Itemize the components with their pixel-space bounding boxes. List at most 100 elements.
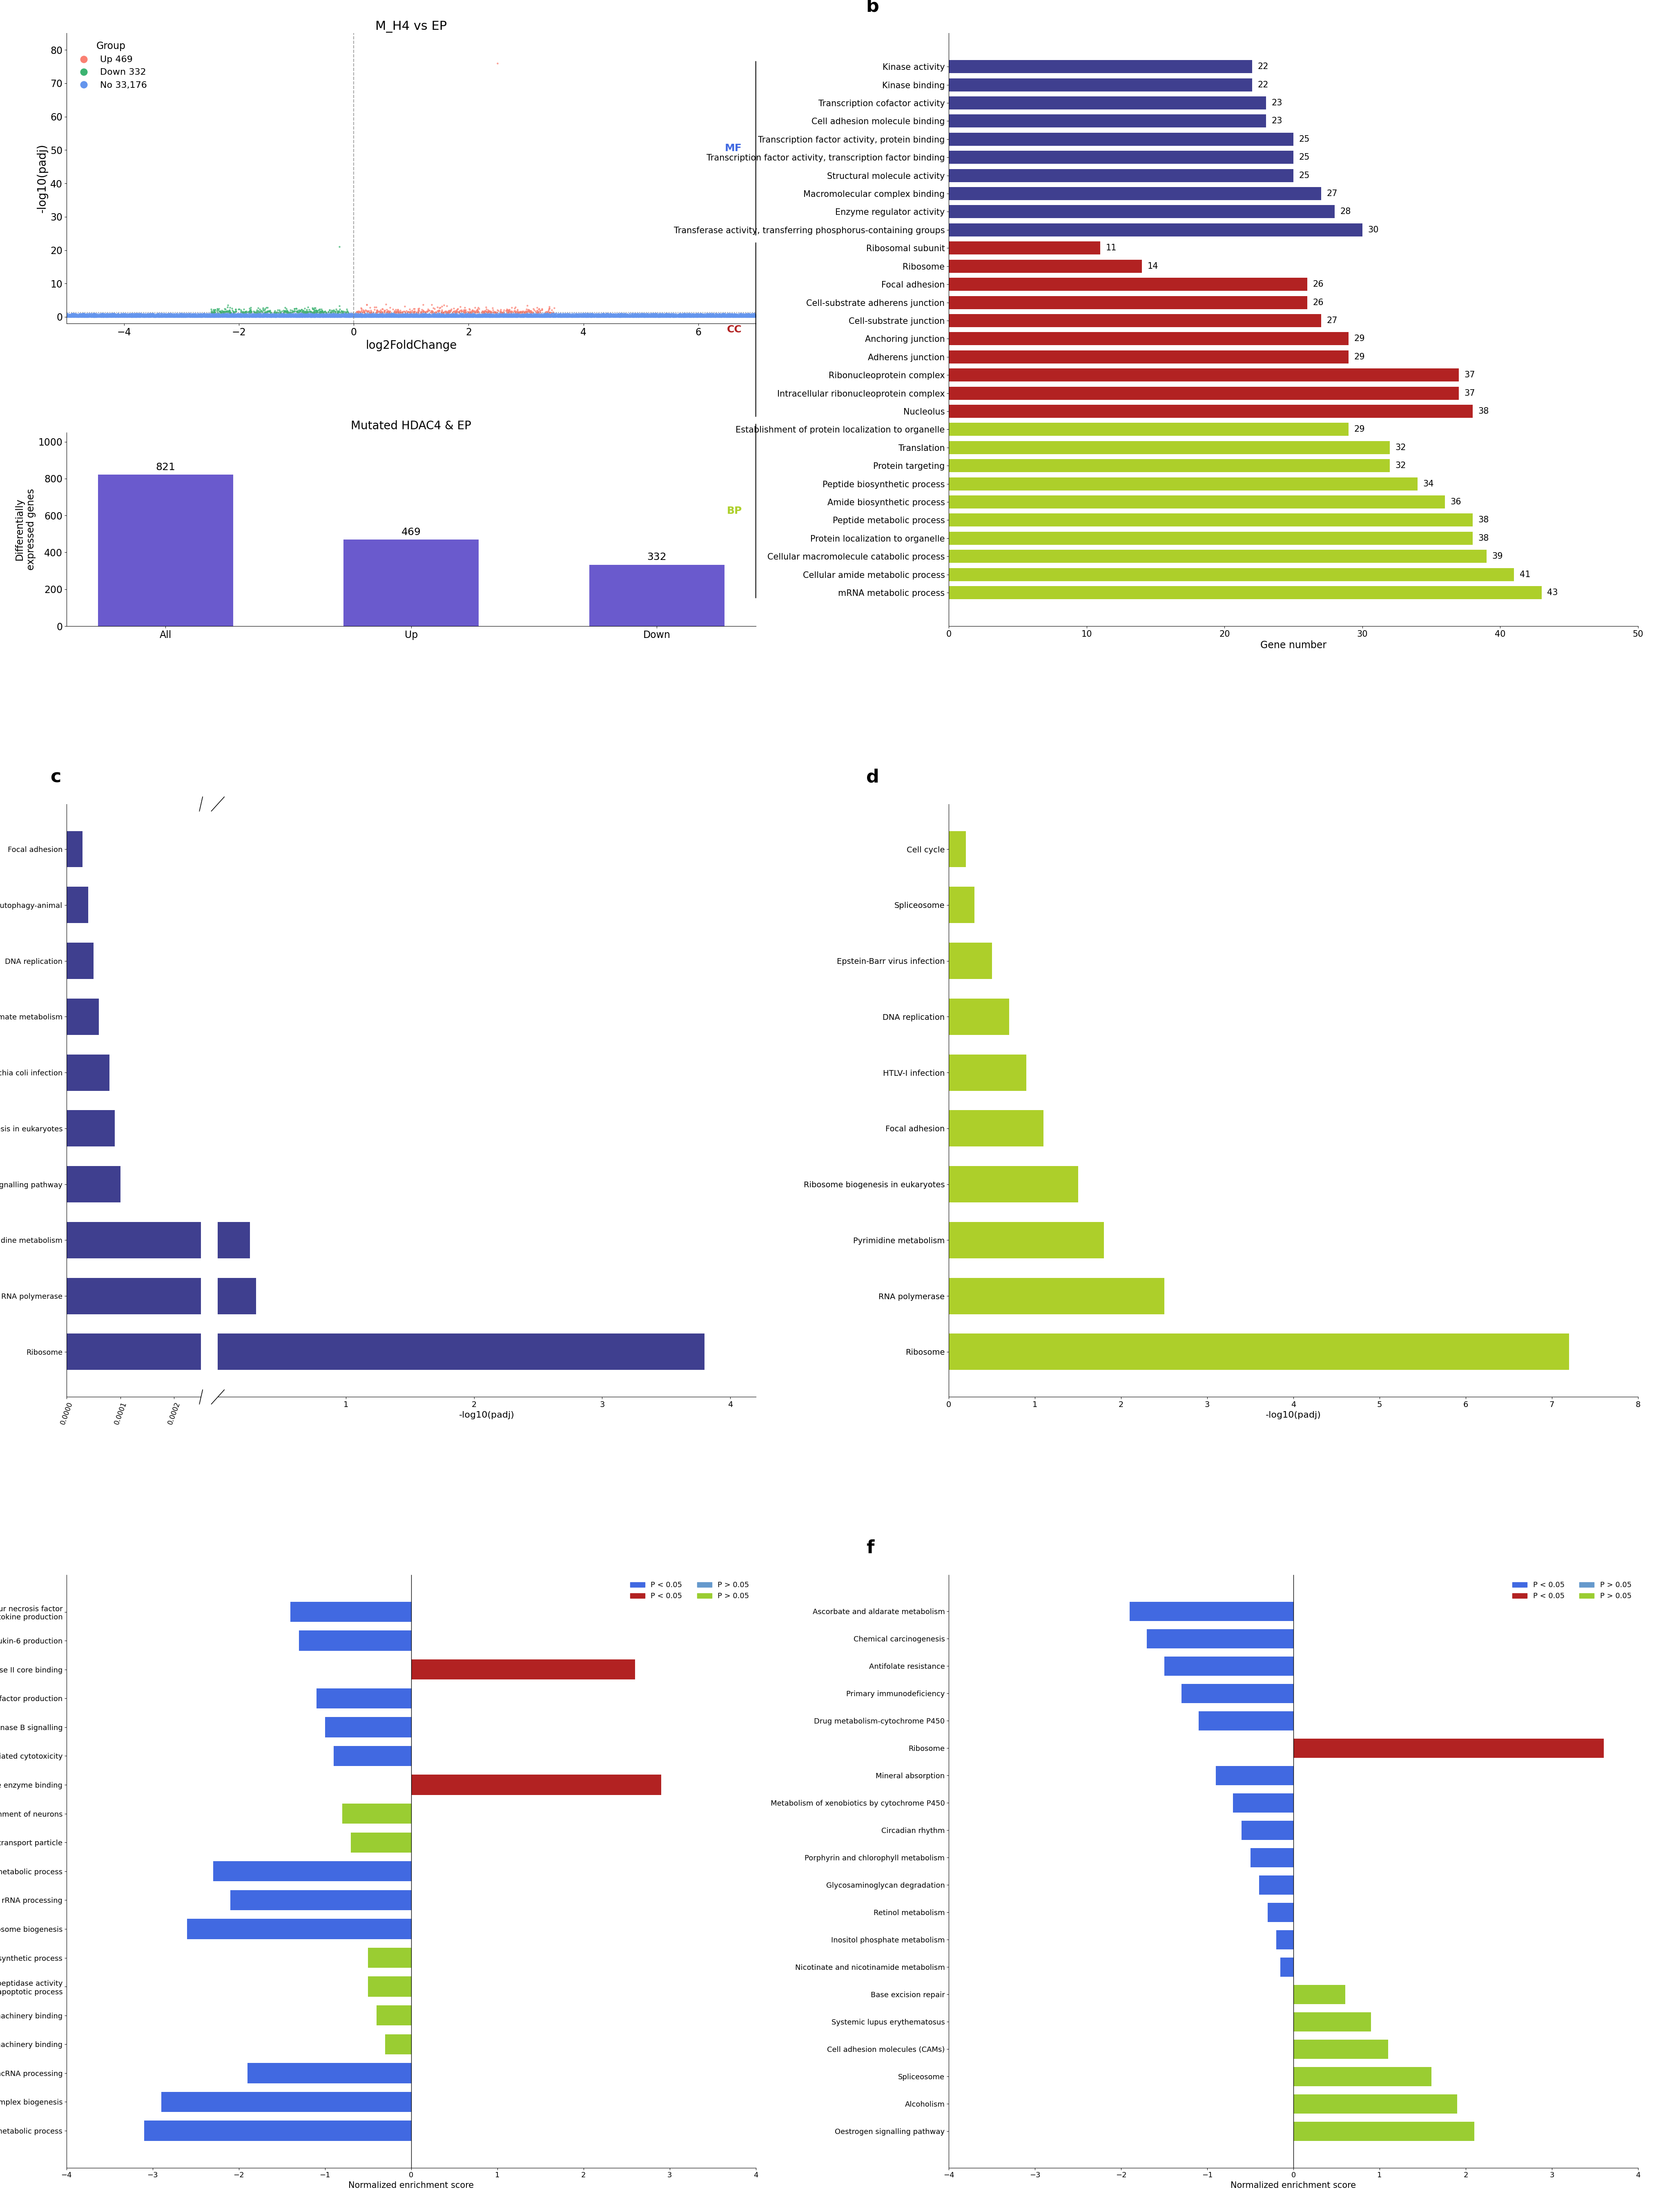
Point [579, 299, 605, 334]
Point [560, 299, 587, 334]
Point [221, 294, 248, 330]
Point [670, 299, 697, 334]
Point [554, 299, 580, 334]
Point [351, 294, 378, 330]
Point [236, 299, 263, 334]
Point [559, 299, 585, 334]
Point [125, 299, 151, 334]
Point [344, 299, 371, 334]
Point [363, 299, 389, 334]
Point [264, 299, 291, 334]
Point [549, 299, 575, 334]
Point [535, 296, 562, 332]
Point [600, 299, 627, 334]
Point [597, 299, 624, 334]
Point [341, 296, 368, 332]
Point [713, 299, 740, 334]
Point [522, 299, 549, 334]
Point [652, 296, 679, 332]
Point [654, 299, 680, 334]
Point [339, 299, 366, 334]
Point [324, 296, 351, 332]
Point [590, 299, 617, 334]
Point [735, 299, 762, 334]
Point [299, 296, 326, 332]
Point [67, 299, 93, 334]
Point [195, 299, 221, 334]
Point [402, 299, 429, 334]
Point [256, 296, 283, 332]
Point [496, 299, 522, 334]
Point [88, 299, 115, 334]
Point [722, 296, 748, 332]
Point [424, 296, 451, 332]
Point [469, 296, 496, 332]
Point [273, 299, 299, 334]
Point [331, 299, 358, 334]
Point [258, 299, 284, 334]
Point [474, 299, 501, 334]
Point [733, 299, 760, 334]
Point [273, 299, 299, 334]
Point [314, 299, 341, 334]
Point [62, 296, 88, 332]
Point [123, 299, 150, 334]
Point [296, 299, 323, 334]
Point [133, 299, 160, 334]
Point [717, 299, 743, 334]
Point [517, 299, 544, 334]
Point [434, 299, 461, 334]
Point [617, 296, 644, 332]
Point [185, 299, 211, 334]
Point [688, 299, 715, 334]
Point [507, 299, 534, 334]
Point [406, 299, 432, 334]
Point [123, 299, 150, 334]
Point [620, 296, 647, 332]
Point [725, 299, 752, 334]
Point [639, 299, 665, 334]
Point [213, 296, 239, 332]
Point [316, 299, 343, 334]
Point [323, 299, 349, 334]
Point [570, 299, 597, 334]
Point [200, 299, 226, 334]
Point [522, 299, 549, 334]
Point [560, 299, 587, 334]
Point [436, 299, 462, 334]
Point [151, 299, 178, 334]
Point [564, 299, 590, 334]
Point [264, 299, 291, 334]
Point [75, 299, 101, 334]
Point [369, 299, 396, 334]
Point [439, 299, 466, 334]
Point [436, 299, 462, 334]
Point [382, 296, 409, 332]
Point [489, 299, 516, 334]
Point [474, 299, 501, 334]
Point [469, 299, 496, 334]
Point [703, 299, 730, 334]
Point [484, 296, 511, 332]
Point [469, 299, 496, 334]
Point [642, 299, 669, 334]
Point [263, 296, 289, 332]
Point [504, 296, 530, 332]
Point [670, 296, 697, 332]
Point [386, 299, 412, 334]
Point [542, 299, 569, 334]
Point [644, 296, 670, 332]
Point [652, 299, 679, 334]
Point [434, 299, 461, 334]
Point [708, 299, 735, 334]
Point [680, 296, 707, 332]
Point [682, 299, 708, 334]
Point [530, 299, 557, 334]
Point [356, 296, 382, 332]
Point [466, 299, 492, 334]
Point [215, 299, 241, 334]
Point [559, 299, 585, 334]
Point [429, 296, 456, 332]
Point [436, 299, 462, 334]
Point [552, 299, 579, 334]
